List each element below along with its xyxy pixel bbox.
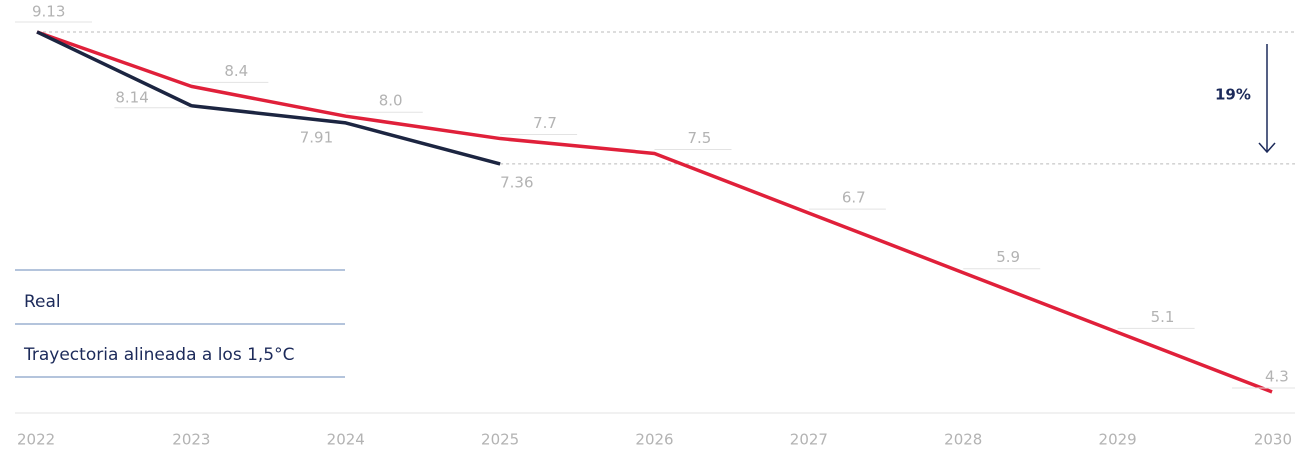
annotation: 19% (1215, 86, 1251, 104)
data-label: 7.7 (533, 114, 557, 132)
legend-label: Real (24, 292, 61, 312)
data-label: 5.9 (996, 248, 1020, 266)
data-label: 6.7 (842, 189, 866, 207)
x-tick-label: 2024 (327, 431, 365, 449)
data-label: 7.36 (500, 173, 533, 191)
x-tick-label: 2027 (790, 431, 828, 449)
series-line (36, 30, 1273, 394)
data-label: 4.3 (1265, 367, 1289, 385)
x-tick-label: 2023 (172, 431, 210, 449)
x-tick-label: 2026 (635, 431, 673, 449)
x-tick-label: 2029 (1099, 431, 1137, 449)
data-label: 8.4 (224, 62, 248, 80)
data-label: 7.5 (688, 129, 712, 147)
data-label: 5.1 (1151, 308, 1175, 326)
data-label: 9.13 (32, 2, 65, 20)
series-line (36, 30, 501, 166)
x-tick-label: 2022 (17, 431, 55, 449)
x-tick-label: 2028 (944, 431, 982, 449)
data-label: 8.0 (379, 92, 403, 110)
data-label: 8.14 (115, 88, 148, 106)
legend-label: Trayectoria alineada a los 1,5°C (23, 345, 295, 365)
x-tick-label: 2030 (1254, 431, 1292, 449)
arrow-head (1258, 142, 1276, 154)
x-tick-label: 2025 (481, 431, 519, 449)
data-label: 7.91 (300, 128, 333, 146)
